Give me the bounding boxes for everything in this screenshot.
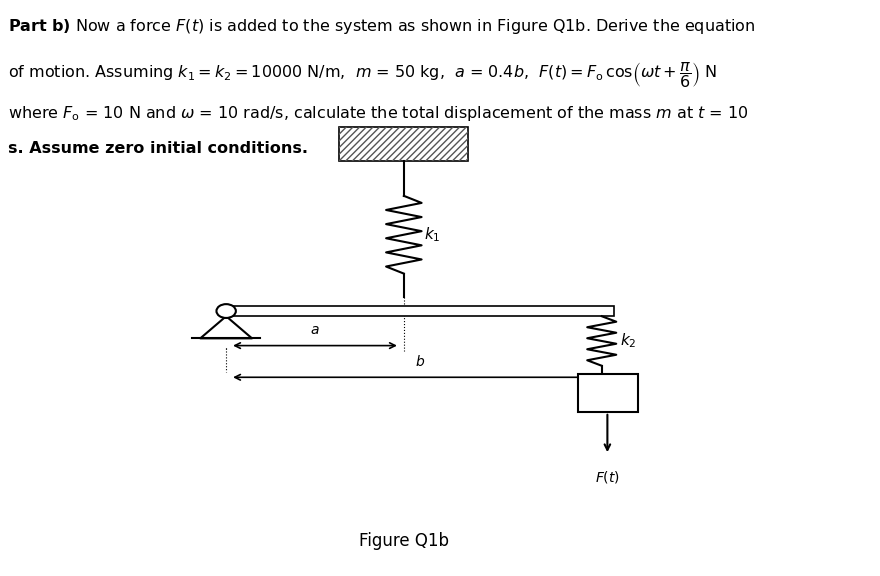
- Text: $F(t)$: $F(t)$: [595, 469, 620, 486]
- Text: $m$: $m$: [600, 385, 616, 401]
- Text: $\bf{Part\ b)}$ Now a force $F(t)$ is added to the system as shown in Figure Q1b: $\bf{Part\ b)}$ Now a force $F(t)$ is ad…: [8, 17, 756, 36]
- Bar: [226, 306, 614, 316]
- Bar: [577, 374, 638, 412]
- Text: $b$: $b$: [415, 354, 425, 369]
- Text: Figure Q1b: Figure Q1b: [359, 532, 449, 551]
- Circle shape: [216, 304, 236, 318]
- Text: of motion. Assuming $k_1 = k_2 = 10000$ N/m,  $m$ = 50 kg,  $a$ = 0.4$b$,  $F(t): of motion. Assuming $k_1 = k_2 = 10000$ …: [8, 60, 717, 90]
- Text: s. Assume zero initial conditions.: s. Assume zero initial conditions.: [8, 141, 308, 156]
- Text: $a$: $a$: [311, 323, 319, 337]
- Bar: [339, 127, 468, 161]
- Text: $k_2$: $k_2$: [620, 332, 636, 350]
- Text: $k_1$: $k_1$: [424, 225, 441, 244]
- Text: where $F_{\rm o}$ = 10 N and $\omega$ = 10 rad/s, calculate the total displaceme: where $F_{\rm o}$ = 10 N and $\omega$ = …: [8, 104, 749, 123]
- Bar: [339, 127, 468, 161]
